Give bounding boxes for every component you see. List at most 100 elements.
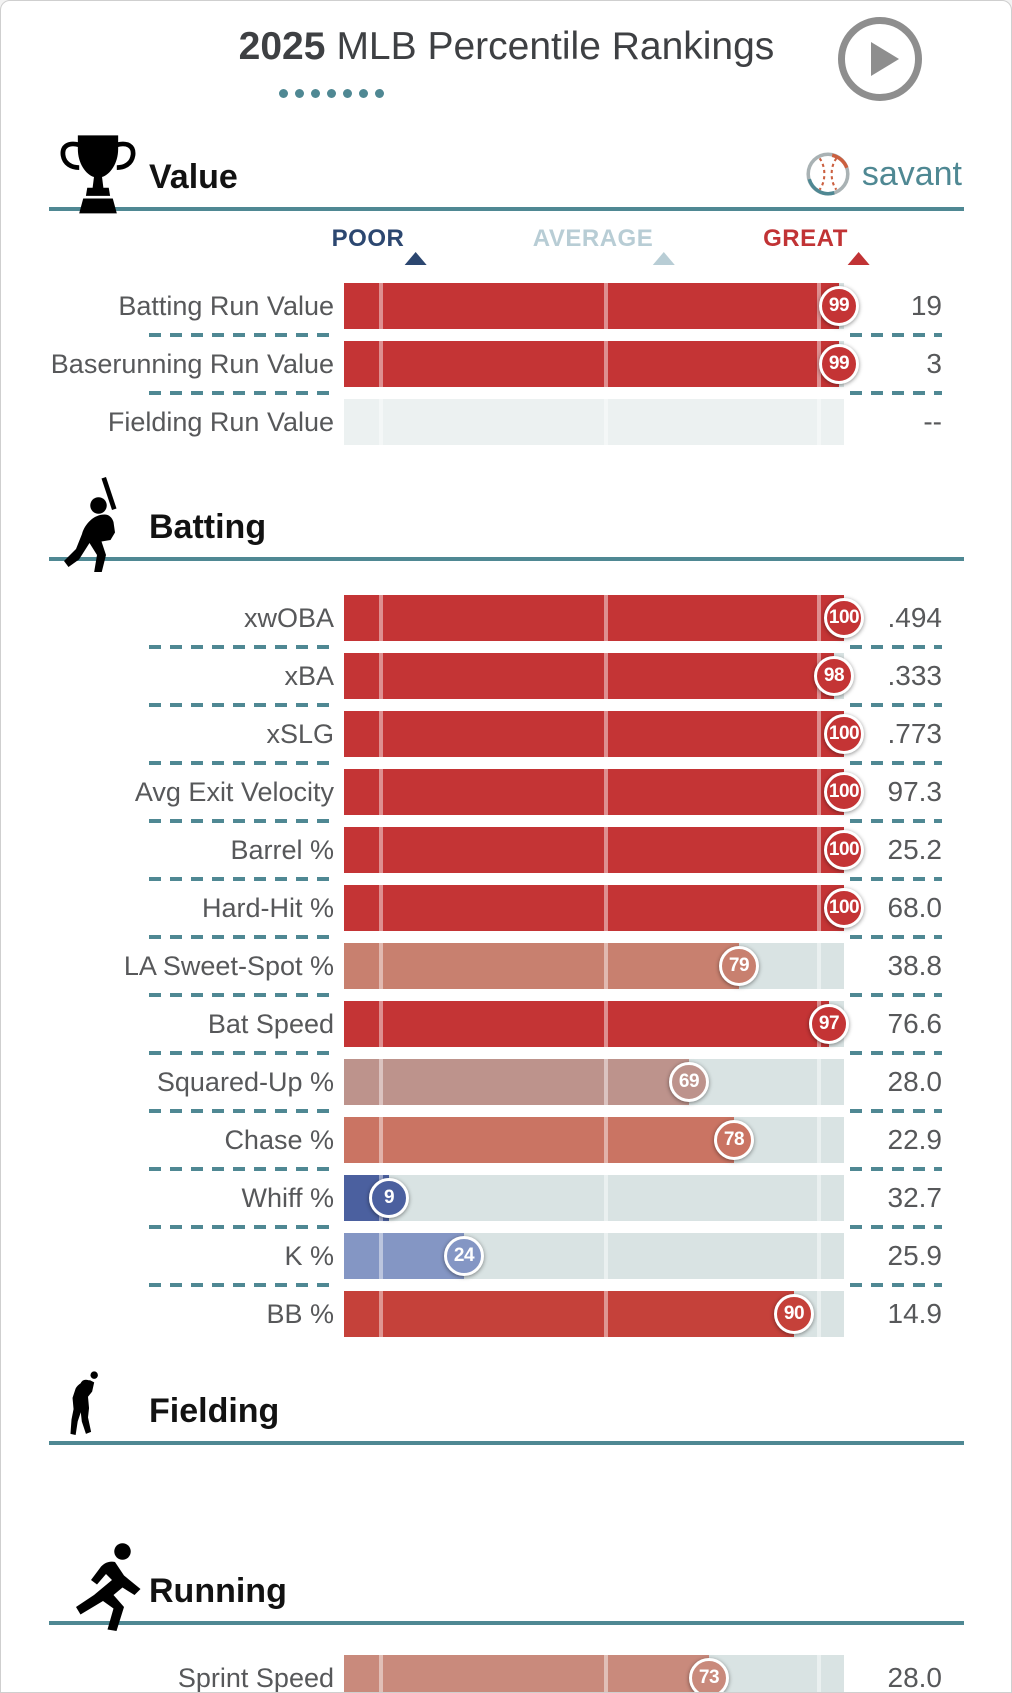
- percentile-bar[interactable]: 100: [344, 769, 864, 815]
- percentile-bar[interactable]: 78: [344, 1117, 844, 1163]
- stat-value: 14.9: [887, 1298, 943, 1329]
- percentile-bubble[interactable]: 98: [814, 656, 854, 696]
- percentile-bar[interactable]: 100: [344, 827, 864, 873]
- percentile-bar[interactable]: 73: [344, 1655, 844, 1692]
- row-separator: [49, 1047, 964, 1059]
- bar-tick: [379, 1233, 383, 1279]
- section-rule: [49, 1621, 964, 1625]
- savant-logo[interactable]: savant: [803, 149, 962, 199]
- stat-label: Baserunning Run Value: [50, 348, 334, 379]
- percentile-bar[interactable]: 24: [344, 1233, 844, 1279]
- percentile-bubble[interactable]: 100: [824, 830, 864, 870]
- poor-marker-triangle: [404, 225, 427, 265]
- bar-tick: [604, 399, 608, 445]
- percentile-bubble[interactable]: 90: [774, 1294, 814, 1334]
- section-running: Running Sprint Speed 73 28.0: [49, 1536, 964, 1693]
- stat-row: Fielding Run Value --: [49, 399, 964, 445]
- bar-fill: [344, 341, 839, 387]
- bar-tick: [379, 885, 383, 931]
- bar-fill: [344, 827, 844, 873]
- bar-tick: [816, 595, 821, 641]
- bar-track: [344, 399, 844, 445]
- percentile-bubble[interactable]: 100: [824, 772, 864, 812]
- page-header: 2025 MLB Percentile Rankings: [49, 1, 964, 119]
- section-title-batting: Batting: [149, 508, 267, 546]
- bar-tick: [379, 827, 383, 873]
- percentile-bubble[interactable]: 100: [824, 888, 864, 928]
- row-separator: [49, 1221, 964, 1233]
- stat-label: Chase %: [224, 1124, 334, 1155]
- percentile-bar[interactable]: 98: [344, 653, 854, 699]
- percentile-bar[interactable]: 9: [344, 1175, 844, 1221]
- bar-tick: [604, 885, 608, 931]
- percentile-bar[interactable]: 79: [344, 943, 844, 989]
- stat-label: Barrel %: [230, 834, 334, 865]
- play-button[interactable]: [838, 17, 922, 101]
- bar-tick: [604, 1175, 608, 1221]
- average-marker-triangle: [653, 225, 676, 265]
- percentile-bar[interactable]: [344, 399, 844, 445]
- title-year: 2025: [238, 25, 326, 68]
- bar-tick: [816, 1059, 821, 1105]
- stat-row: Sprint Speed 73 28.0: [49, 1655, 964, 1693]
- percentile-bar[interactable]: 99: [344, 341, 859, 387]
- stat-value: 28.0: [887, 1066, 943, 1097]
- row-separator: [49, 931, 964, 943]
- bar-fill: [344, 283, 839, 329]
- percentile-bubble[interactable]: 79: [719, 946, 759, 986]
- percentile-bubble[interactable]: 100: [824, 714, 864, 754]
- percentile-bar[interactable]: 100: [344, 595, 864, 641]
- percentile-bar[interactable]: 97: [344, 1001, 849, 1047]
- percentile-bubble[interactable]: 100: [824, 598, 864, 638]
- stat-label: LA Sweet-Spot %: [123, 950, 334, 981]
- percentile-bar[interactable]: 100: [344, 885, 864, 931]
- section-rule: [49, 207, 964, 211]
- percentile-bubble[interactable]: 24: [444, 1236, 484, 1276]
- percentile-bubble[interactable]: 97: [809, 1004, 849, 1044]
- percentile-bubble[interactable]: 69: [669, 1062, 709, 1102]
- batter-icon: [55, 472, 151, 577]
- row-separator: [49, 1279, 964, 1291]
- stat-row: Bat Speed 97 76.6: [49, 1001, 964, 1047]
- percentile-bar[interactable]: 90: [344, 1291, 844, 1337]
- percentile-legend: POOR AVERAGE GREAT: [49, 225, 964, 279]
- percentile-bar[interactable]: 99: [344, 283, 859, 329]
- percentile-bar[interactable]: 100: [344, 711, 864, 757]
- bar-tick: [604, 827, 608, 873]
- percentile-bubble[interactable]: 99: [819, 344, 859, 384]
- percentile-bar[interactable]: 69: [344, 1059, 844, 1105]
- stat-row: xwOBA 100 .494: [49, 595, 964, 641]
- bar-tick: [604, 1233, 608, 1279]
- percentile-bubble[interactable]: 73: [689, 1658, 729, 1692]
- stat-value: 25.9: [887, 1240, 943, 1271]
- bar-tick: [604, 769, 608, 815]
- stat-value: --: [923, 406, 942, 437]
- bar-tick: [379, 283, 383, 329]
- title-dots: [279, 89, 384, 98]
- bar-tick: [816, 711, 821, 757]
- stat-label: Squared-Up %: [156, 1066, 334, 1097]
- runner-icon: [55, 1536, 151, 1641]
- bar-track: [344, 1175, 844, 1221]
- bar-tick: [816, 943, 821, 989]
- fielder-icon: [55, 1352, 121, 1461]
- section-title-fielding: Fielding: [149, 1392, 280, 1430]
- stat-value: 38.8: [887, 950, 943, 981]
- bar-fill: [344, 943, 739, 989]
- bar-tick: [379, 1001, 383, 1047]
- stat-row: xBA 98 .333: [49, 653, 964, 699]
- percentile-bubble[interactable]: 9: [369, 1178, 409, 1218]
- stat-label: Sprint Speed: [177, 1662, 334, 1693]
- bar-tick: [379, 399, 383, 445]
- percentile-bubble[interactable]: 99: [819, 286, 859, 326]
- bar-tick: [816, 1117, 821, 1163]
- row-separator: [49, 1105, 964, 1117]
- stat-label: Batting Run Value: [118, 290, 334, 321]
- stat-value: .773: [887, 718, 943, 749]
- percentile-bubble[interactable]: 78: [714, 1120, 754, 1160]
- row-separator: [49, 815, 964, 827]
- stat-row: Squared-Up % 69 28.0: [49, 1059, 964, 1105]
- bar-tick: [816, 827, 821, 873]
- stat-value: 32.7: [887, 1182, 943, 1213]
- bar-tick: [379, 1117, 383, 1163]
